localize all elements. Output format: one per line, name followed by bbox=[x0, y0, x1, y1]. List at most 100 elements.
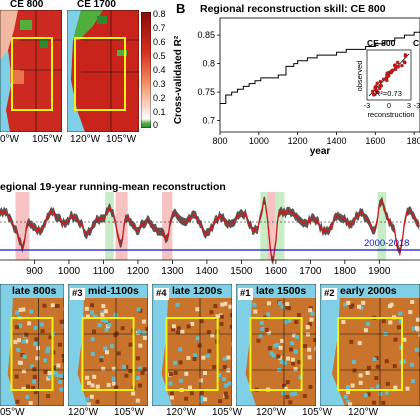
lon-label: 105°W bbox=[302, 407, 333, 418]
map-period-label: early 2000s bbox=[340, 285, 397, 297]
skill-xlabel: year bbox=[310, 146, 331, 156]
lon-label: 120°W bbox=[70, 134, 101, 145]
inset-xtick: 0 bbox=[387, 101, 391, 110]
pluvial-highlight bbox=[377, 192, 387, 260]
colorbar-tick: 0.8 bbox=[153, 9, 166, 19]
panel-b-title: Regional reconstruction skill: CE 800 bbox=[200, 3, 386, 15]
study-region-box bbox=[10, 317, 54, 391]
drought-map bbox=[235, 283, 319, 407]
study-region-box bbox=[165, 317, 219, 391]
map-rank-label: #1 bbox=[238, 288, 253, 300]
recon-xtick-label: 1800 bbox=[334, 266, 357, 277]
recon-xtick-label: 1700 bbox=[299, 266, 322, 277]
drought-highlight bbox=[115, 192, 128, 260]
map-period-label: late 1500s bbox=[256, 285, 307, 297]
study-region-box bbox=[81, 317, 135, 391]
skill-xtick-label: 1600 bbox=[365, 136, 385, 146]
recon-xtick-label: 900 bbox=[26, 266, 43, 277]
lon-label: 05°W bbox=[0, 407, 25, 418]
map-period-label: mid-1100s bbox=[88, 285, 139, 297]
inset-point bbox=[370, 89, 375, 94]
inset-point bbox=[381, 77, 386, 82]
inset-xtick: 3 bbox=[407, 101, 411, 110]
inset-point bbox=[395, 60, 400, 65]
skill-ytick-label: 0.75 bbox=[197, 87, 215, 97]
recon-legend-label: 2000-2018 bbox=[364, 238, 409, 249]
inset-xtick: -3 bbox=[414, 101, 420, 110]
inset-point bbox=[400, 63, 404, 68]
drought-map bbox=[151, 283, 236, 407]
lon-label: 120°W bbox=[166, 407, 197, 418]
drought-map bbox=[319, 283, 420, 407]
pluvial-highlight bbox=[105, 192, 114, 260]
recon-xtick-label: 1600 bbox=[265, 266, 288, 277]
skill-ytick-label: 0.85 bbox=[197, 30, 215, 40]
drought-map-panel bbox=[319, 283, 420, 407]
colorbar-tick: 0 bbox=[153, 120, 159, 130]
map-rank-label: #2 bbox=[322, 288, 337, 300]
panel-b-letter: B bbox=[176, 1, 186, 16]
reconstruction-chart: 2000-2018 900 1000 1100 1200 1300 1400 1500 160… bbox=[0, 192, 420, 277]
lon-label: 105°W bbox=[106, 134, 137, 145]
skill-chart: Cross-validated R² 0.85 0.8 0.75 0.7 800 1000… bbox=[173, 17, 420, 156]
skill-axes-frame bbox=[219, 17, 420, 133]
skill-xtick-label: 800 bbox=[212, 136, 227, 146]
panel-a-map-ce800 bbox=[0, 10, 62, 132]
inset-ylabel: observed bbox=[355, 61, 364, 92]
panel-c-title: egional 19-year running-mean reconstruct… bbox=[0, 181, 226, 193]
inset-point bbox=[378, 84, 383, 88]
map-period-label: late 1200s bbox=[172, 285, 223, 297]
inset-xlabel: reconstruction bbox=[367, 110, 414, 118]
inset-point bbox=[385, 71, 389, 75]
recon-xtick-label: 1100 bbox=[93, 266, 115, 277]
skill-xtick-label: 1400 bbox=[326, 136, 346, 146]
drought-map-panel bbox=[0, 283, 68, 407]
skill-inset: CE 800 C R²=0.73 observed -3 0 3 -3 reco… bbox=[355, 38, 420, 118]
inset-point bbox=[372, 93, 376, 97]
inset-title-a: CE 800 bbox=[367, 38, 396, 48]
inset-point bbox=[378, 79, 383, 84]
colorbar-tick: 0.1 bbox=[153, 107, 166, 117]
map-rank-label: #4 bbox=[154, 288, 169, 300]
recon-xtick-label: 1300 bbox=[161, 266, 184, 277]
inset-xtick: -3 bbox=[364, 101, 371, 110]
study-region-box bbox=[249, 317, 303, 391]
skill-xtick-label: 180 bbox=[407, 136, 420, 146]
drought-highlight bbox=[162, 192, 173, 260]
recon-xtick-label: 1200 bbox=[127, 266, 150, 277]
colorbar-tick: 0.7 bbox=[153, 23, 166, 33]
inset-point bbox=[403, 54, 408, 58]
recon-mean-line bbox=[0, 198, 420, 263]
drought-map-panel bbox=[151, 283, 236, 407]
drought-highlight bbox=[267, 192, 276, 260]
map-rank-label: #3 bbox=[70, 288, 85, 300]
inset-point bbox=[375, 81, 380, 86]
skill-xtick-label: 1000 bbox=[249, 136, 269, 146]
recon-xtick-label: 1900 bbox=[368, 266, 391, 277]
recon-xtick-label: 1000 bbox=[58, 266, 81, 277]
skill-ytick-label: 0.8 bbox=[202, 59, 215, 69]
colorbar-tick: 0.2 bbox=[153, 93, 166, 103]
drought-map bbox=[67, 283, 151, 407]
lon-label: 120°W bbox=[68, 407, 99, 418]
lon-label: 0°W bbox=[0, 134, 19, 145]
pluvial-highlight bbox=[275, 192, 285, 260]
colorbar-tick: 0.6 bbox=[153, 37, 166, 47]
skill-series-line bbox=[220, 29, 420, 104]
colorbar-tick: 0.4 bbox=[153, 65, 166, 75]
pluvial-highlight bbox=[260, 192, 269, 260]
inset-r2: R²=0.73 bbox=[375, 89, 402, 98]
drought-map-panel bbox=[235, 283, 319, 407]
map-title-ce1700: CE 1700 bbox=[77, 0, 116, 10]
inset-point bbox=[396, 65, 400, 69]
skill-xtick-label: 1200 bbox=[288, 136, 308, 146]
lon-label: 120°W bbox=[256, 407, 287, 418]
inset-point bbox=[393, 67, 398, 72]
map-period-label: late 800s bbox=[12, 285, 57, 297]
inset-title-b: C bbox=[413, 38, 419, 48]
inset-point bbox=[402, 60, 407, 64]
colorbar-tick: 0.5 bbox=[153, 51, 166, 61]
study-region-box bbox=[337, 317, 403, 391]
skill-ytick-label: 0.7 bbox=[202, 116, 215, 126]
colorbar-tick: 0.3 bbox=[153, 79, 166, 89]
